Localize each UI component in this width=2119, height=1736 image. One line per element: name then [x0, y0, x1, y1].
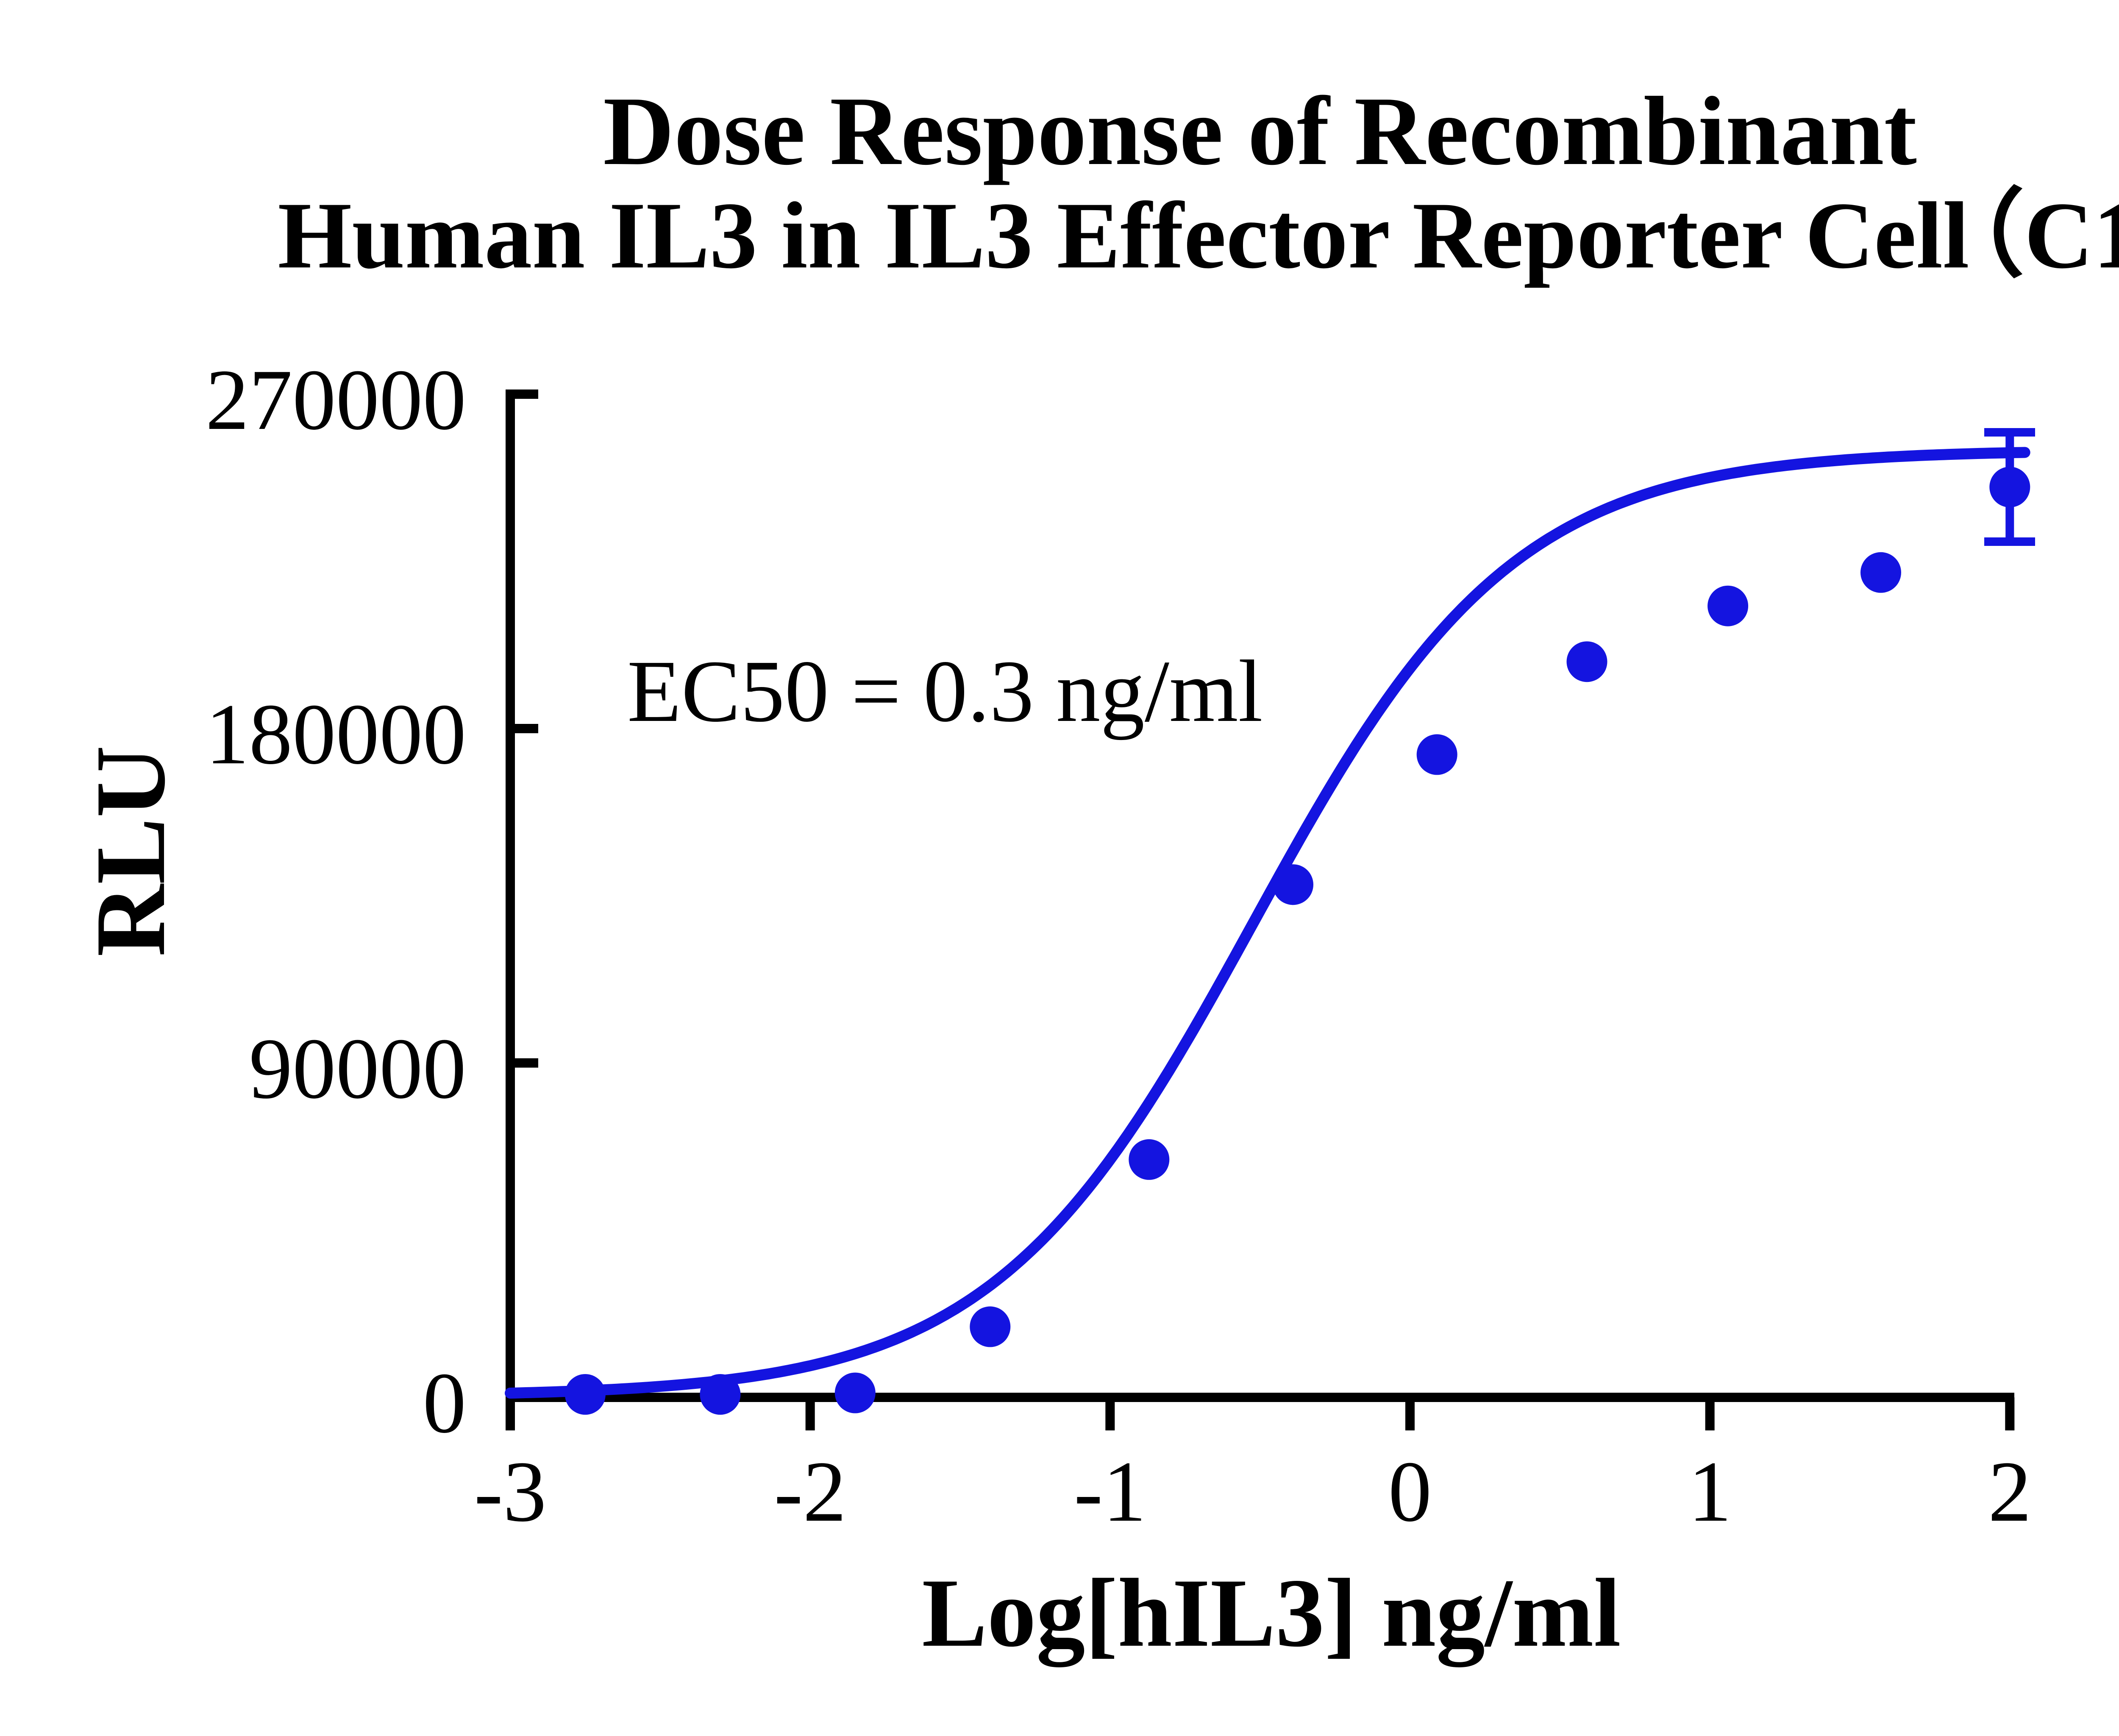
svg-text:1: 1 [1688, 1444, 1732, 1540]
svg-text:RLU: RLU [75, 746, 186, 957]
svg-text:180000: 180000 [206, 686, 466, 782]
svg-text:270000: 270000 [206, 352, 466, 448]
svg-text:0: 0 [423, 1355, 467, 1451]
svg-text:-3: -3 [474, 1444, 547, 1540]
svg-text:Dose Response of Recombinant: Dose Response of Recombinant [603, 77, 1917, 186]
svg-text:0: 0 [1388, 1444, 1432, 1540]
svg-text:EC50 = 0.3 ng/ml: EC50 = 0.3 ng/ml [627, 643, 1263, 740]
svg-text:2: 2 [1988, 1444, 2032, 1540]
svg-text:Human IL3 in IL3 Effector Repo: Human IL3 in IL3 Effector Reporter Cell（… [278, 182, 2119, 288]
svg-text:-1: -1 [1074, 1444, 1146, 1540]
svg-text:-2: -2 [774, 1444, 846, 1540]
svg-text:90000: 90000 [249, 1021, 467, 1117]
svg-text:Log[hIL3] ng/ml: Log[hIL3] ng/ml [922, 1558, 1621, 1667]
